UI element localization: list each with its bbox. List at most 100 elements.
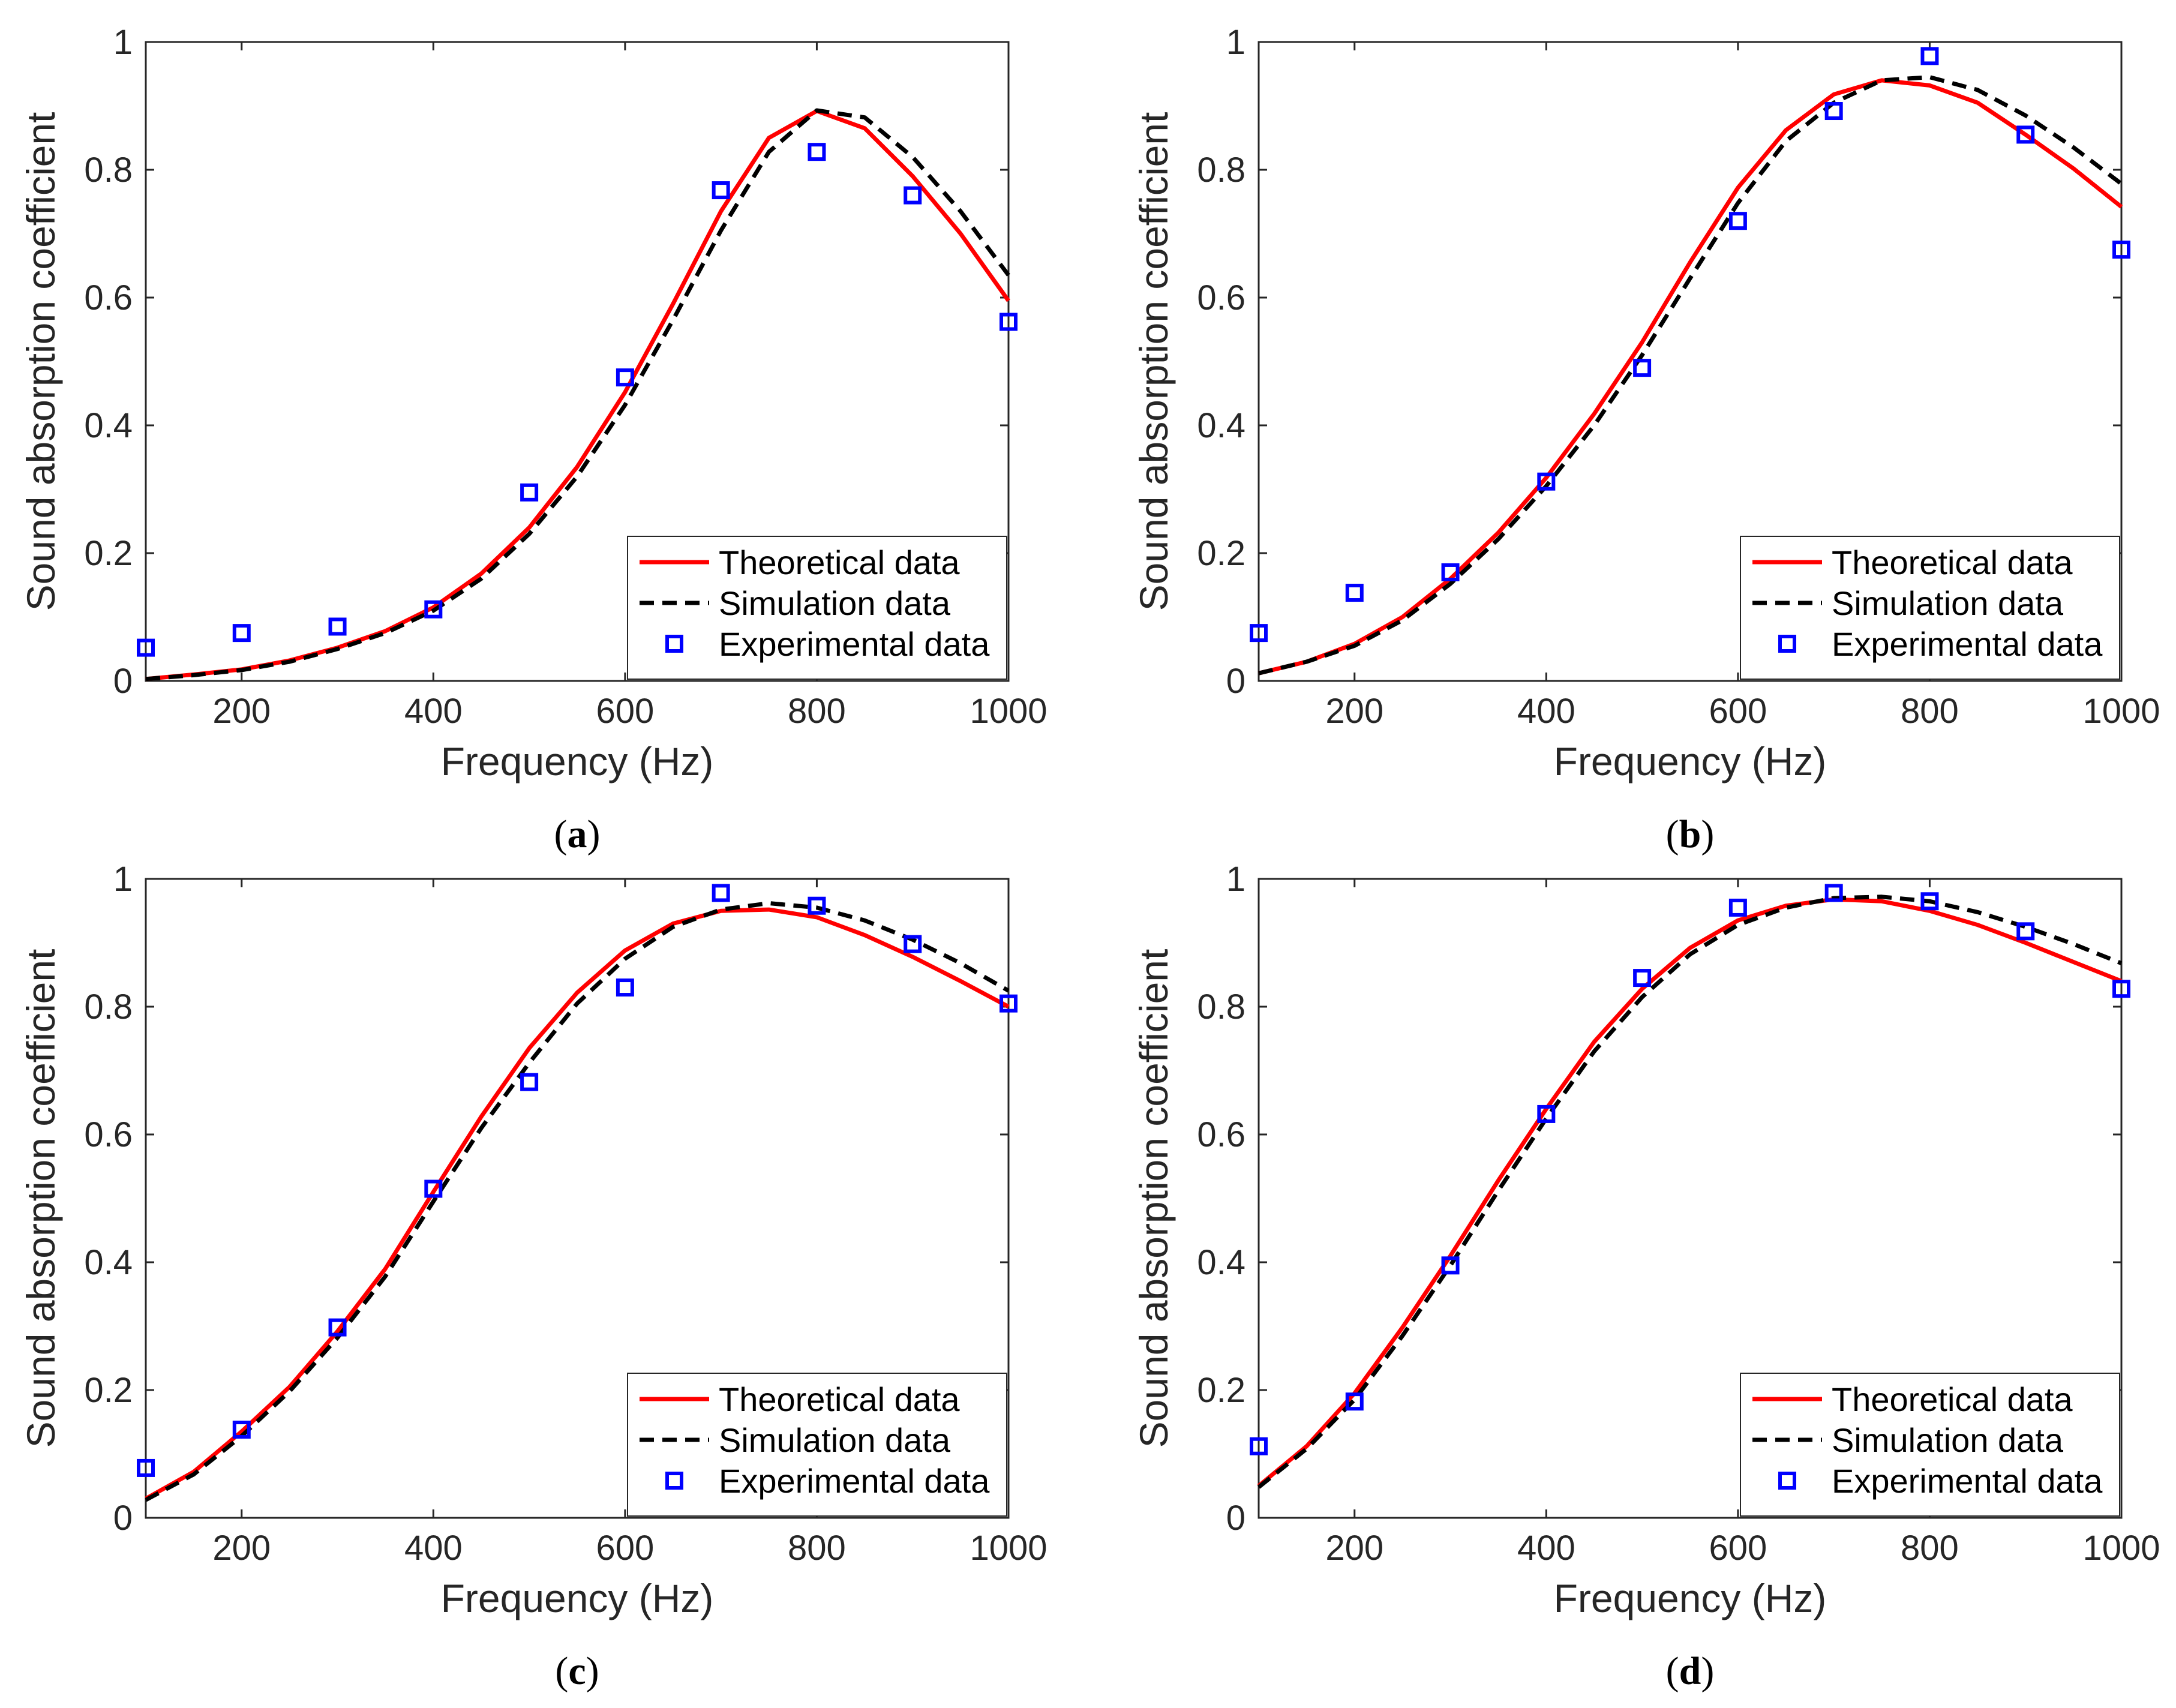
caption-paren-open: (	[1666, 1649, 1679, 1693]
experimental-marker	[616, 368, 634, 387]
x-axis-label: Frequency (Hz)	[1554, 739, 1827, 784]
simulation-line	[1258, 75, 2123, 676]
legend-marker-experimental	[1778, 1472, 1796, 1490]
experimental-marker	[712, 884, 730, 902]
legend-label: Experimental data	[1832, 625, 2103, 663]
y-tick-label: 1	[113, 23, 133, 62]
chart-panel-c: 200 400 600 800 1000 0 0.2 0.4 0.6 0.8 1 Frequency …	[19, 860, 1048, 1693]
experimental-marker	[137, 1458, 155, 1477]
x-axis-label: Frequency (Hz)	[1554, 1576, 1827, 1620]
experimental-marker	[2112, 241, 2130, 259]
y-tick-label: 0	[1226, 1499, 1245, 1538]
y-tick-label: 0.6	[1197, 278, 1245, 317]
caption-letter: a	[568, 812, 587, 856]
x-tick-label: 200	[212, 1529, 271, 1568]
caption-paren-open: (	[1666, 812, 1679, 856]
x-tick-label: 600	[596, 692, 654, 731]
y-tick-label: 0.6	[84, 278, 133, 317]
caption-paren-close: )	[587, 812, 601, 856]
x-tick-label: 200	[212, 692, 271, 731]
legend-label: Experimental data	[719, 1462, 990, 1500]
chart-panel-d: 200 400 600 800 1000 0 0.2 0.4 0.6 0.8 1 Frequency …	[1131, 860, 2160, 1693]
x-tick-label: 1000	[2082, 692, 2160, 731]
caption-paren-close: )	[1701, 1649, 1714, 1693]
simulation-line	[145, 108, 1010, 682]
experimental-marker	[1824, 884, 1843, 902]
experimental-marker	[424, 1179, 443, 1198]
experimental-marker	[1920, 47, 1939, 65]
simulation-line	[1257, 894, 2123, 1489]
panel-caption: (d)	[1666, 1649, 1715, 1693]
experimental-marker	[424, 600, 443, 619]
experimental-marker	[232, 1421, 251, 1439]
experimental-marker	[1250, 1437, 1268, 1455]
caption-paren-close: )	[586, 1649, 599, 1693]
theoretical-line	[1258, 78, 2123, 676]
legend-box	[627, 536, 1007, 680]
experimental-marker	[520, 1073, 539, 1091]
legend-label: Theoretical data	[1832, 1380, 2073, 1418]
y-tick-label: 0.8	[1197, 987, 1245, 1026]
x-tick-label: 1000	[970, 1529, 1047, 1568]
experimental-marker	[1633, 969, 1652, 987]
experimental-marker	[808, 896, 826, 915]
caption-letter: c	[568, 1649, 586, 1693]
x-tick-label: 1000	[970, 692, 1047, 731]
y-axis-label: Sound absorption coefficient	[19, 949, 63, 1448]
experimental-marker	[328, 1318, 347, 1337]
legend-label: Theoretical data	[719, 544, 960, 581]
x-tick-label: 400	[404, 692, 463, 731]
y-tick-label: 0.2	[1197, 1371, 1245, 1410]
y-tick-label: 0.2	[84, 534, 133, 573]
x-tick-label: 200	[1325, 692, 1383, 731]
legend-label: Simulation data	[1832, 1421, 2064, 1459]
chart-panel-b: 200 400 600 800 1000 0 0.2 0.4 0.6 0.8 1 Frequency …	[1131, 23, 2160, 856]
y-tick-label: 1	[113, 860, 133, 899]
x-tick-label: 200	[1325, 1529, 1383, 1568]
y-tick-label: 0.6	[1197, 1115, 1245, 1154]
theoretical-line	[145, 907, 1010, 1501]
experimental-marker	[137, 638, 155, 657]
y-tick-label: 0.4	[1197, 406, 1245, 445]
experimental-marker	[1633, 359, 1652, 377]
experimental-marker	[1441, 1256, 1460, 1275]
x-tick-label: 400	[1517, 692, 1575, 731]
y-tick-label: 0.6	[84, 1115, 133, 1154]
experimental-marker	[1441, 563, 1460, 581]
x-axis-label: Frequency (Hz)	[441, 739, 714, 784]
y-axis-label: Sound absorption coefficient	[1131, 112, 1176, 611]
y-tick-label: 0	[113, 662, 133, 701]
legend-label: Experimental data	[1832, 1462, 2103, 1500]
theoretical-line	[1257, 897, 2123, 1488]
experimental-marker	[520, 483, 539, 502]
y-tick-label: 0.8	[84, 151, 133, 190]
x-tick-label: 800	[1901, 692, 1959, 731]
legend-label: Theoretical data	[1832, 544, 2073, 581]
x-axis-label: Frequency (Hz)	[441, 1576, 714, 1620]
experimental-marker	[712, 181, 730, 200]
legend-label: Simulation data	[1832, 584, 2064, 622]
y-tick-label: 1	[1226, 860, 1245, 899]
experimental-marker	[328, 617, 347, 636]
panel-caption: (b)	[1666, 812, 1715, 856]
caption-paren-close: )	[1701, 812, 1714, 856]
experimental-marker	[1537, 472, 1556, 491]
legend-marker-experimental	[1778, 635, 1796, 653]
experimental-marker	[1345, 1392, 1364, 1411]
experimental-marker	[1920, 892, 1939, 911]
y-tick-label: 0.2	[84, 1371, 133, 1410]
experimental-marker	[1000, 313, 1018, 331]
experimental-marker	[1728, 212, 1747, 230]
y-tick-label: 0.2	[1197, 534, 1245, 573]
experimental-marker	[904, 935, 922, 953]
x-tick-label: 400	[404, 1529, 463, 1568]
experimental-marker	[616, 978, 634, 997]
x-tick-label: 600	[1709, 692, 1767, 731]
caption-letter: b	[1679, 812, 1701, 856]
legend-label: Experimental data	[719, 625, 990, 663]
y-axis-label: Sound absorption coefficient	[19, 112, 63, 611]
x-tick-label: 600	[596, 1529, 654, 1568]
